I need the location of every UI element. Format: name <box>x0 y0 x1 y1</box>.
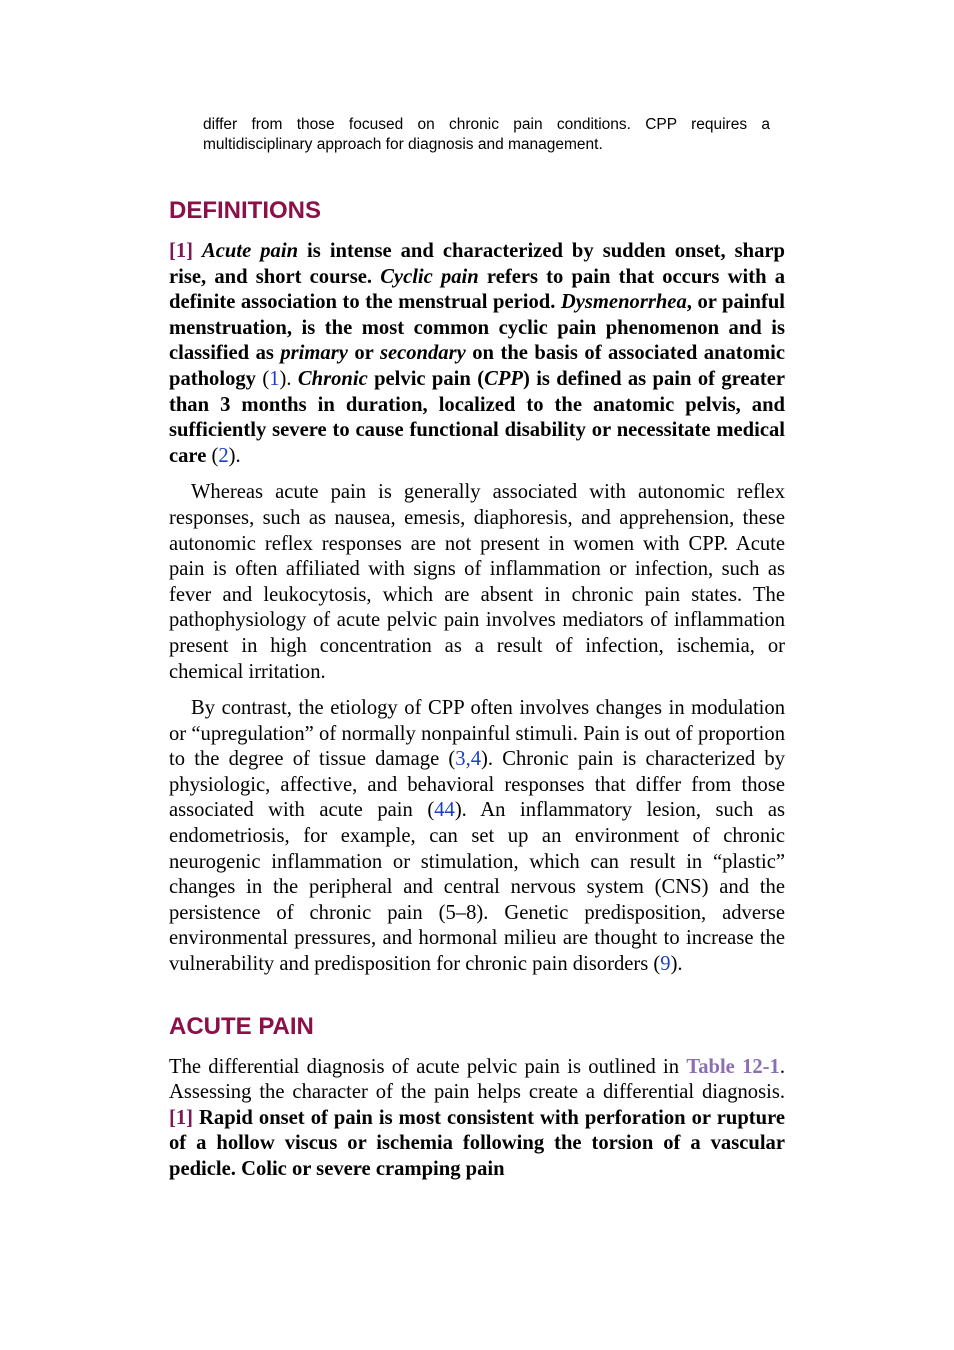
term-acute-pain: Acute pain <box>202 240 299 262</box>
term-chronic: Chronic <box>297 367 368 390</box>
definitions-paragraph-2: Whereas acute pain is generally associat… <box>169 481 785 683</box>
term-secondary: secondary <box>379 342 466 365</box>
definitions-heading: DEFINITIONS <box>169 197 322 224</box>
reference-link[interactable]: 44 <box>434 799 455 822</box>
acute-pain-heading: ACUTE PAIN <box>169 1012 314 1040</box>
definitions-paragraph-1: [1] Acute pain is intense and characteri… <box>169 240 786 467</box>
term-dysmenorrhea: Dysmenorrhea <box>560 291 687 314</box>
term-primary: primary <box>280 342 348 365</box>
acute-pain-paragraph-1: The differential diagnosis of acute pelv… <box>169 1055 785 1180</box>
main-content: DEFINITIONS [1] Acute pain is intense an… <box>169 196 785 1194</box>
reference-link[interactable]: 1 <box>269 367 280 390</box>
intro-paragraph: differ from those focused on chronic pai… <box>203 116 770 153</box>
section-marker: [1] <box>169 1106 194 1129</box>
reference-link[interactable]: 3,4 <box>455 748 482 771</box>
reference-link[interactable]: 2 <box>218 444 229 467</box>
definitions-paragraph-3: By contrast, the etiology of CPP often i… <box>169 697 785 976</box>
table-reference-link[interactable]: Table 12-1 <box>686 1055 780 1078</box>
term-cpp: CPP <box>484 367 523 390</box>
term-cyclic-pain: Cyclic pain <box>380 265 479 288</box>
section-marker: [1] <box>169 240 194 262</box>
reference-link[interactable]: 9 <box>660 953 671 976</box>
